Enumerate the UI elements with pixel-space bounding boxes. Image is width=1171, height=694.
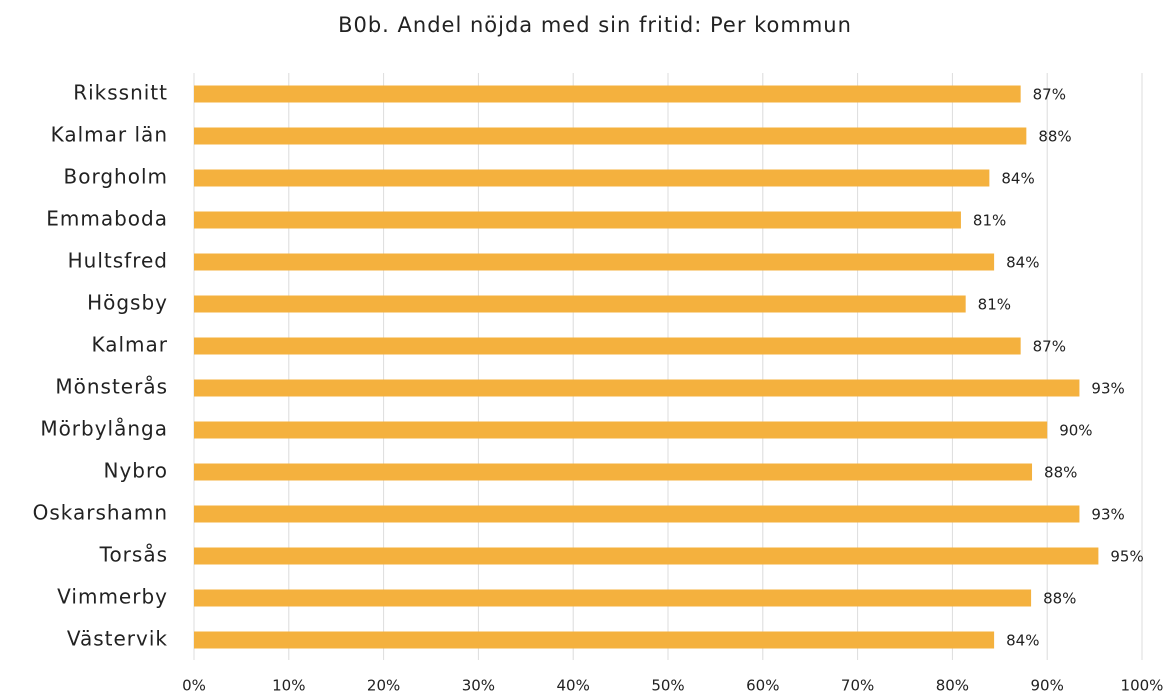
bar (194, 379, 1080, 397)
x-tick-label: 70% (841, 677, 874, 694)
x-tick-label: 40% (557, 677, 590, 694)
data-label: 87% (1033, 86, 1066, 104)
data-label: 84% (1006, 254, 1039, 272)
data-label: 87% (1033, 338, 1066, 356)
y-tick-label: Västervik (67, 627, 168, 651)
bar (194, 253, 995, 271)
x-tick-label: 100% (1121, 677, 1164, 694)
y-tick-label: Kalmar (91, 333, 168, 357)
y-tick-label: Emmaboda (46, 207, 168, 231)
y-tick-label: Torsås (99, 543, 168, 567)
y-tick-label: Vimmerby (57, 585, 168, 609)
x-tick-label: 80% (936, 677, 969, 694)
bar (194, 211, 961, 229)
y-tick-label: Mörbylånga (40, 417, 168, 441)
bar (194, 169, 990, 187)
data-label: 81% (978, 296, 1011, 314)
data-label: 90% (1059, 422, 1092, 440)
bar (194, 85, 1021, 103)
bar (194, 127, 1027, 145)
x-tick-label: 60% (746, 677, 779, 694)
y-tick-label: Borgholm (64, 165, 168, 189)
x-tick-label: 50% (651, 677, 684, 694)
data-label: 88% (1038, 128, 1071, 146)
x-tick-label: 0% (182, 677, 206, 694)
data-label: 93% (1091, 380, 1124, 398)
bar (194, 421, 1048, 439)
bar (194, 547, 1099, 565)
x-tick-label: 10% (272, 677, 305, 694)
y-tick-label: Kalmar län (51, 123, 168, 147)
data-label: 95% (1110, 548, 1143, 566)
bar (194, 505, 1080, 523)
bar (194, 631, 995, 649)
bar (194, 337, 1021, 355)
x-tick-label: 30% (462, 677, 495, 694)
data-label: 88% (1043, 590, 1076, 608)
y-tick-label: Mönsterås (55, 375, 168, 399)
y-tick-label: Högsby (87, 291, 168, 315)
bar (194, 463, 1033, 481)
data-label: 84% (1001, 170, 1034, 188)
data-label: 81% (973, 212, 1006, 230)
chart-title: B0b. Andel nöjda med sin fritid: Per kom… (338, 13, 852, 37)
data-label: 88% (1044, 464, 1077, 482)
data-label: 93% (1091, 506, 1124, 524)
y-tick-label: Nybro (103, 459, 168, 483)
y-tick-label: Hultsfred (68, 249, 168, 273)
y-tick-label: Rikssnitt (73, 81, 168, 105)
data-label: 84% (1006, 632, 1039, 650)
x-tick-label: 20% (367, 677, 400, 694)
y-tick-label: Oskarshamn (33, 501, 168, 525)
bar (194, 589, 1032, 607)
bar (194, 295, 966, 313)
x-tick-label: 90% (1031, 677, 1064, 694)
